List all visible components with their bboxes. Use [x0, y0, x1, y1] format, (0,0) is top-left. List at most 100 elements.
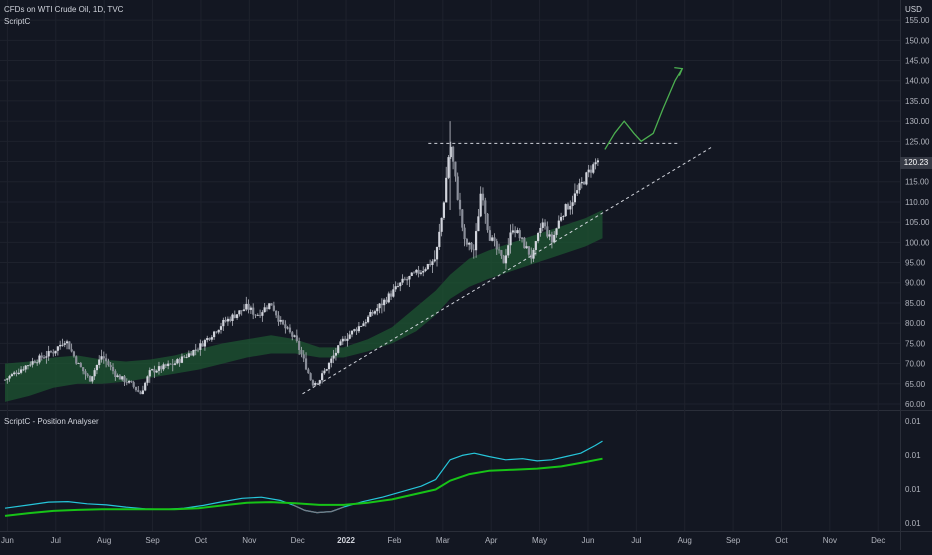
- symbol-title[interactable]: CFDs on WTI Crude Oil, 1D, TVC: [4, 5, 124, 14]
- time-tick-label: Aug: [678, 536, 692, 545]
- candle-body: [13, 372, 16, 375]
- candle-body: [10, 374, 13, 377]
- candle-body: [454, 161, 457, 177]
- grid: [0, 0, 900, 531]
- candle-body: [484, 200, 487, 214]
- projection-arrow[interactable]: [604, 68, 683, 150]
- green-series-line: [4, 457, 603, 517]
- candle-body: [77, 363, 80, 364]
- candle-body: [516, 230, 519, 234]
- candle-body: [385, 299, 388, 303]
- candle-body: [592, 164, 595, 173]
- indicator-title[interactable]: ScriptC: [4, 17, 31, 26]
- candle-body: [456, 176, 459, 200]
- candle-body: [571, 202, 574, 206]
- candle-body: [555, 228, 558, 235]
- price-tick-label: 140.00: [905, 77, 930, 86]
- candle-body: [70, 349, 73, 352]
- price-tick-label: 100.00: [905, 238, 930, 247]
- candle-body: [497, 249, 501, 251]
- candle-body: [256, 314, 259, 316]
- candle-body: [330, 358, 333, 363]
- price-axis[interactable]: 60.00 65.00 70.00 75.00 80.00 85.00 90.00 95.00…: [905, 16, 930, 409]
- candle-body: [415, 269, 418, 273]
- price-tick-label: 80.00: [905, 319, 926, 328]
- candle-body: [56, 346, 59, 351]
- candle-body: [304, 358, 308, 370]
- candle-body: [543, 222, 547, 227]
- candle-body: [63, 343, 66, 345]
- candle-body: [8, 376, 11, 379]
- candle-body: [160, 366, 163, 370]
- candle-body: [286, 327, 289, 329]
- price-tick-label: 130.00: [905, 117, 930, 126]
- time-tick-label: Jul: [51, 536, 61, 545]
- candle-body: [520, 237, 524, 239]
- price-tick-label: 135.00: [905, 97, 930, 106]
- candle-body: [22, 369, 25, 371]
- candle-body: [589, 169, 593, 173]
- candle-body: [541, 222, 544, 228]
- candle-body: [222, 319, 225, 327]
- candle-body: [578, 183, 581, 191]
- candle-body: [307, 369, 310, 374]
- candle-body: [309, 373, 312, 381]
- candle-body: [594, 162, 597, 165]
- candle-body: [419, 272, 423, 274]
- candle-body: [383, 299, 386, 306]
- candle-body: [86, 374, 89, 376]
- candle-body: [164, 364, 167, 367]
- candle-body: [24, 365, 27, 370]
- candle-body: [261, 312, 264, 316]
- candle-body: [562, 216, 565, 217]
- candle-body: [155, 370, 158, 373]
- candle-body: [84, 371, 87, 375]
- candle-body: [15, 372, 18, 374]
- candle-body: [134, 386, 138, 391]
- candle-body: [399, 282, 402, 287]
- oscillator-axis[interactable]: 0.01 0.01 0.01 0.01: [905, 417, 921, 528]
- time-axis[interactable]: Jun Jul Aug Sep Oct Nov Dec 2022 Feb Mar Apr May Jun…: [1, 536, 885, 545]
- candle-body: [247, 303, 250, 310]
- candle-body: [245, 303, 248, 310]
- support-trendline[interactable]: [302, 146, 712, 395]
- candle-body: [183, 356, 186, 358]
- candle-body: [6, 378, 9, 380]
- candle-body: [61, 344, 64, 346]
- candle-body: [410, 272, 413, 277]
- candle-body: [518, 230, 521, 239]
- candle-body: [144, 382, 147, 391]
- time-tick-label: May: [532, 536, 547, 545]
- candle-body: [118, 375, 121, 380]
- candle-body: [406, 279, 409, 281]
- candle-body: [337, 345, 340, 353]
- candle-body: [111, 366, 115, 372]
- candle-body: [438, 231, 441, 247]
- candle-body: [339, 341, 342, 346]
- oscillator-series: [4, 440, 603, 517]
- candle-body: [314, 383, 317, 386]
- candle-body: [293, 335, 296, 337]
- candle-body: [341, 338, 344, 342]
- time-tick-label: Sep: [145, 536, 160, 545]
- candle-body: [47, 351, 50, 357]
- lower-panel-title[interactable]: ScriptC - Position Analyser: [4, 417, 99, 426]
- time-tick-label: Nov: [823, 536, 837, 545]
- candle-series: [3, 121, 599, 395]
- candle-body: [491, 237, 494, 241]
- time-tick-label: 2022: [337, 536, 355, 545]
- candle-body: [486, 213, 489, 231]
- candle-body: [75, 356, 78, 364]
- candle-body: [582, 181, 586, 185]
- candle-body: [373, 311, 377, 314]
- candle-body: [530, 254, 533, 259]
- candle-body: [102, 356, 105, 359]
- candle-body: [440, 217, 443, 232]
- candle-body: [91, 376, 94, 382]
- candle-body: [127, 380, 131, 383]
- candle-body: [199, 343, 202, 350]
- candle-body: [268, 303, 271, 310]
- candle-body: [238, 310, 241, 315]
- candle-body: [226, 318, 230, 322]
